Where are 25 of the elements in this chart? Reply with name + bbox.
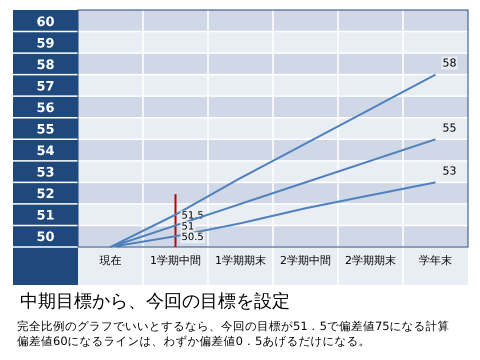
y-tick-label: 50 (36, 230, 55, 246)
data-label: 55 (442, 121, 458, 134)
y-tick-label: 53 (36, 166, 55, 181)
text: 中期目標から、今回の目標を設定 (20, 291, 290, 312)
x-tick-label: 2学期期末 (345, 254, 396, 267)
y-tick-label: 56 (36, 100, 55, 116)
data-label: 50.5 (180, 232, 205, 244)
x-tick-label: 2学期中間 (280, 254, 331, 267)
data-label: 53 (442, 164, 458, 178)
y-tick-label: 60 (36, 14, 55, 30)
data-label: 58 (442, 56, 458, 70)
data-label: 51 (180, 221, 196, 232)
text: 偏差値60になるラインは、わずか偏差値0．5あげるだけになる。 (17, 334, 370, 348)
y-tick-label: 58 (36, 58, 55, 73)
y-tick-label: 55 (36, 122, 55, 138)
x-tick-label: 現在 (100, 254, 122, 267)
x-tick-label: 1学期期末 (215, 254, 266, 267)
y-tick-label: 59 (36, 36, 55, 52)
x-tick-label: 学年末 (419, 254, 452, 267)
y-tick-label: 57 (36, 79, 55, 94)
x-tick-label: 1学期中間 (150, 254, 201, 267)
text: 完全比例のグラフでいいとするなら、今回の目標が51．5で偏差値75になる計算 (17, 319, 450, 333)
y-tick-label: 51 (36, 208, 55, 224)
y-tick-label: 54 (36, 144, 55, 160)
y-tick-label: 52 (36, 187, 55, 202)
